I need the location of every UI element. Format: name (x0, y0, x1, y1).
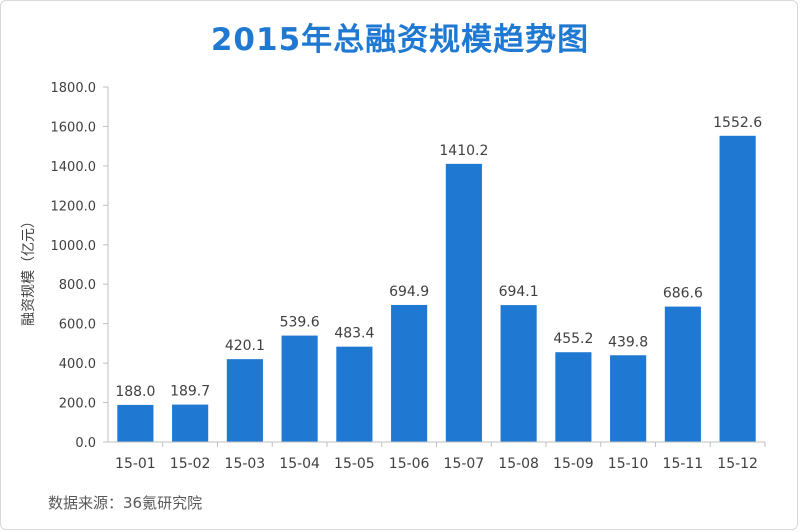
x-tick-label: 15-11 (663, 456, 704, 472)
value-label: 539.6 (280, 315, 320, 331)
y-tick-label: 1200.0 (51, 199, 97, 214)
value-label: 420.1 (225, 338, 265, 354)
source-note: 数据来源：36氪研究院 (48, 494, 203, 512)
y-tick-label: 600.0 (59, 318, 96, 333)
bar-15-01 (117, 404, 154, 442)
y-tick-label: 1400.0 (51, 160, 97, 175)
x-tick-label: 15-12 (717, 456, 758, 472)
value-label: 694.9 (389, 284, 429, 300)
bar-15-05 (336, 346, 373, 442)
y-tick-label: 1000.0 (51, 239, 97, 254)
x-tick-label: 15-08 (498, 456, 539, 472)
bar-15-06 (391, 304, 428, 442)
x-tick-label: 15-07 (444, 456, 485, 472)
y-tick-label: 0.0 (75, 436, 96, 451)
value-label: 188.0 (115, 384, 155, 400)
x-tick-label: 15-03 (225, 456, 266, 472)
y-tick-label: 800.0 (59, 278, 96, 293)
x-tick-label: 15-04 (279, 456, 320, 472)
bar-15-08 (500, 305, 537, 442)
x-tick-label: 15-02 (170, 456, 211, 472)
value-label: 455.2 (553, 331, 593, 347)
y-tick-label: 1600.0 (51, 120, 97, 135)
bar-15-11 (664, 306, 701, 442)
x-tick-label: 15-10 (608, 456, 649, 472)
value-label: 694.1 (499, 284, 539, 300)
x-tick-label: 15-09 (553, 456, 594, 472)
y-tick-label: 400.0 (59, 357, 96, 372)
value-label: 483.4 (334, 326, 374, 342)
value-label: 1410.2 (439, 143, 488, 159)
value-labels-group: 188.0 189.7 420.1 539.6 483.4 694.9 1410.2 694.… (115, 115, 762, 400)
x-tick-label: 15-01 (115, 456, 156, 472)
bar-15-09 (555, 352, 592, 442)
bar-15-02 (172, 404, 209, 442)
bar-15-04 (281, 335, 318, 442)
x-tick-label: 15-06 (389, 456, 430, 472)
value-label: 1552.6 (713, 115, 762, 131)
value-label: 439.8 (608, 334, 648, 350)
bars-group (117, 135, 756, 442)
bar-15-03 (226, 359, 263, 442)
value-label: 686.6 (663, 286, 703, 302)
bar-15-12 (719, 135, 756, 442)
y-axis-ticks: 0.0 200.0 400.0 600.0 800.0 1000.0 1200.0 1400.… (51, 81, 108, 451)
y-tick-label: 200.0 (59, 397, 96, 412)
y-tick-label: 1800.0 (51, 81, 97, 96)
bar-15-07 (445, 163, 482, 442)
value-label: 189.7 (170, 384, 210, 400)
bar-15-10 (610, 355, 647, 442)
x-axis-ticks: 15-01 15-02 15-03 15-04 15-05 15-06 15-07 15-08… (115, 442, 766, 472)
chart-title: 2015年总融资规模趋势图 (210, 22, 590, 58)
x-tick-label: 15-05 (334, 456, 375, 472)
y-axis-label: 融资规模（亿元） (21, 214, 37, 326)
